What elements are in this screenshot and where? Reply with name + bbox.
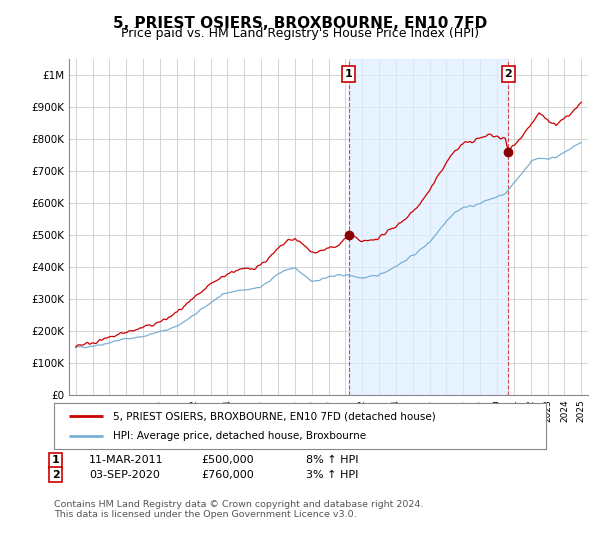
- Text: 11-MAR-2011: 11-MAR-2011: [89, 455, 163, 465]
- Text: 03-SEP-2020: 03-SEP-2020: [89, 470, 160, 480]
- Text: 2: 2: [505, 69, 512, 79]
- Text: 1: 1: [344, 69, 352, 79]
- Text: 1: 1: [52, 455, 59, 465]
- Text: 5, PRIEST OSIERS, BROXBOURNE, EN10 7FD: 5, PRIEST OSIERS, BROXBOURNE, EN10 7FD: [113, 16, 487, 31]
- Text: Contains HM Land Registry data © Crown copyright and database right 2024.
This d: Contains HM Land Registry data © Crown c…: [54, 500, 424, 519]
- Text: 2: 2: [52, 470, 59, 480]
- Text: 3% ↑ HPI: 3% ↑ HPI: [306, 470, 358, 480]
- Text: £760,000: £760,000: [201, 470, 254, 480]
- Text: £500,000: £500,000: [201, 455, 254, 465]
- Text: Price paid vs. HM Land Registry's House Price Index (HPI): Price paid vs. HM Land Registry's House …: [121, 27, 479, 40]
- Text: 5, PRIEST OSIERS, BROXBOURNE, EN10 7FD (detached house): 5, PRIEST OSIERS, BROXBOURNE, EN10 7FD (…: [113, 411, 436, 421]
- Text: HPI: Average price, detached house, Broxbourne: HPI: Average price, detached house, Brox…: [113, 431, 366, 441]
- Bar: [349, 59, 508, 395]
- Text: 8% ↑ HPI: 8% ↑ HPI: [306, 455, 359, 465]
